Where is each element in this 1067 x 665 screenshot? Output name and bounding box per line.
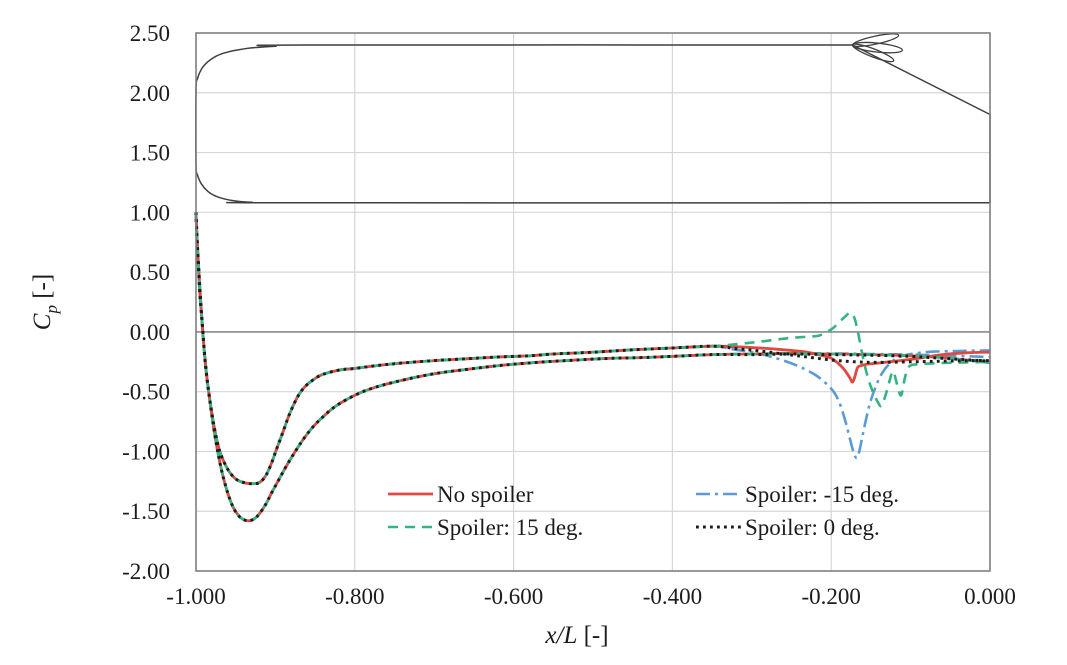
legend-item: Spoiler: 15 deg. [388, 515, 583, 540]
y-tick-label: -0.50 [122, 380, 170, 405]
series-spoiler_15-lower [194, 212, 991, 523]
series-spoiler_m15-lower [194, 212, 991, 523]
y-tick-label: -1.00 [122, 439, 170, 464]
series-spoiler_0-upper [194, 212, 991, 486]
x-axis-symbol: x/L [544, 622, 577, 649]
spoiler-petal [851, 41, 903, 54]
body-tail-line [852, 44, 991, 116]
legend-label-spoiler_m15: Spoiler: -15 deg. [745, 482, 899, 507]
y-tick-label: 1.00 [130, 200, 170, 225]
series-layer [194, 212, 991, 523]
y-tick-label: -2.00 [122, 559, 170, 584]
series-spoiler_15-upper [194, 212, 991, 486]
series-spoiler_0-lower [194, 212, 991, 523]
x-tick-label: 0.000 [964, 584, 1016, 609]
x-tick-label: -0.600 [484, 584, 543, 609]
y-tick-label: 2.00 [130, 81, 170, 106]
legend-label-no_spoiler: No spoiler [437, 482, 534, 507]
y-tick-label: 0.50 [130, 260, 170, 285]
y-axis-symbol: C [29, 313, 56, 330]
plot-border-layer [195, 32, 991, 572]
series-no_spoiler-upper [194, 212, 991, 486]
legend-item: Spoiler: -15 deg. [696, 482, 899, 507]
tick-labels-layer: 2.50 2.00 1.50 1.00 0.50 0.00 -0.50 -1.00 -1.50 -… [122, 21, 1016, 609]
spoiler-petal [851, 43, 895, 63]
y-axis-unit: [-] [29, 274, 56, 305]
series-no_spoiler-lower [194, 212, 991, 523]
y-tick-label: -1.50 [122, 499, 170, 524]
body-outline-layer [195, 33, 991, 204]
x-tick-label: -1.000 [166, 584, 225, 609]
x-tick-label: -0.800 [325, 584, 384, 609]
x-axis-unit: [-] [577, 622, 608, 649]
y-axis-title: Cp [-] [29, 274, 61, 330]
spoiler-petal-shape [851, 33, 900, 48]
y-tick-label: 0.00 [130, 320, 170, 345]
spoiler-petal [851, 33, 900, 48]
x-tick-label: -0.400 [643, 584, 702, 609]
plot-border [195, 32, 991, 572]
grid-layer [196, 33, 990, 571]
x-tick-label: -0.200 [801, 584, 860, 609]
y-axis-subscript: p [42, 305, 61, 315]
legend-label-spoiler_0: Spoiler: 0 deg. [745, 515, 880, 540]
y-tick-label: 2.50 [130, 21, 170, 46]
series-spoiler_m15-upper [194, 212, 991, 486]
spoiler-petal-shape [851, 41, 903, 54]
y-tick-label: 1.50 [130, 141, 170, 166]
x-axis-title: x/L [-] [544, 622, 608, 649]
spoiler-petal-shape [851, 43, 895, 63]
legend-label-spoiler_15: Spoiler: 15 deg. [437, 515, 583, 540]
body-outline [195, 44, 991, 204]
legend-layer: No spoiler Spoiler: 15 deg. Spoiler: -15 d… [388, 482, 899, 540]
legend-item: No spoiler [388, 482, 534, 507]
legend-item: Spoiler: 0 deg. [696, 515, 880, 540]
